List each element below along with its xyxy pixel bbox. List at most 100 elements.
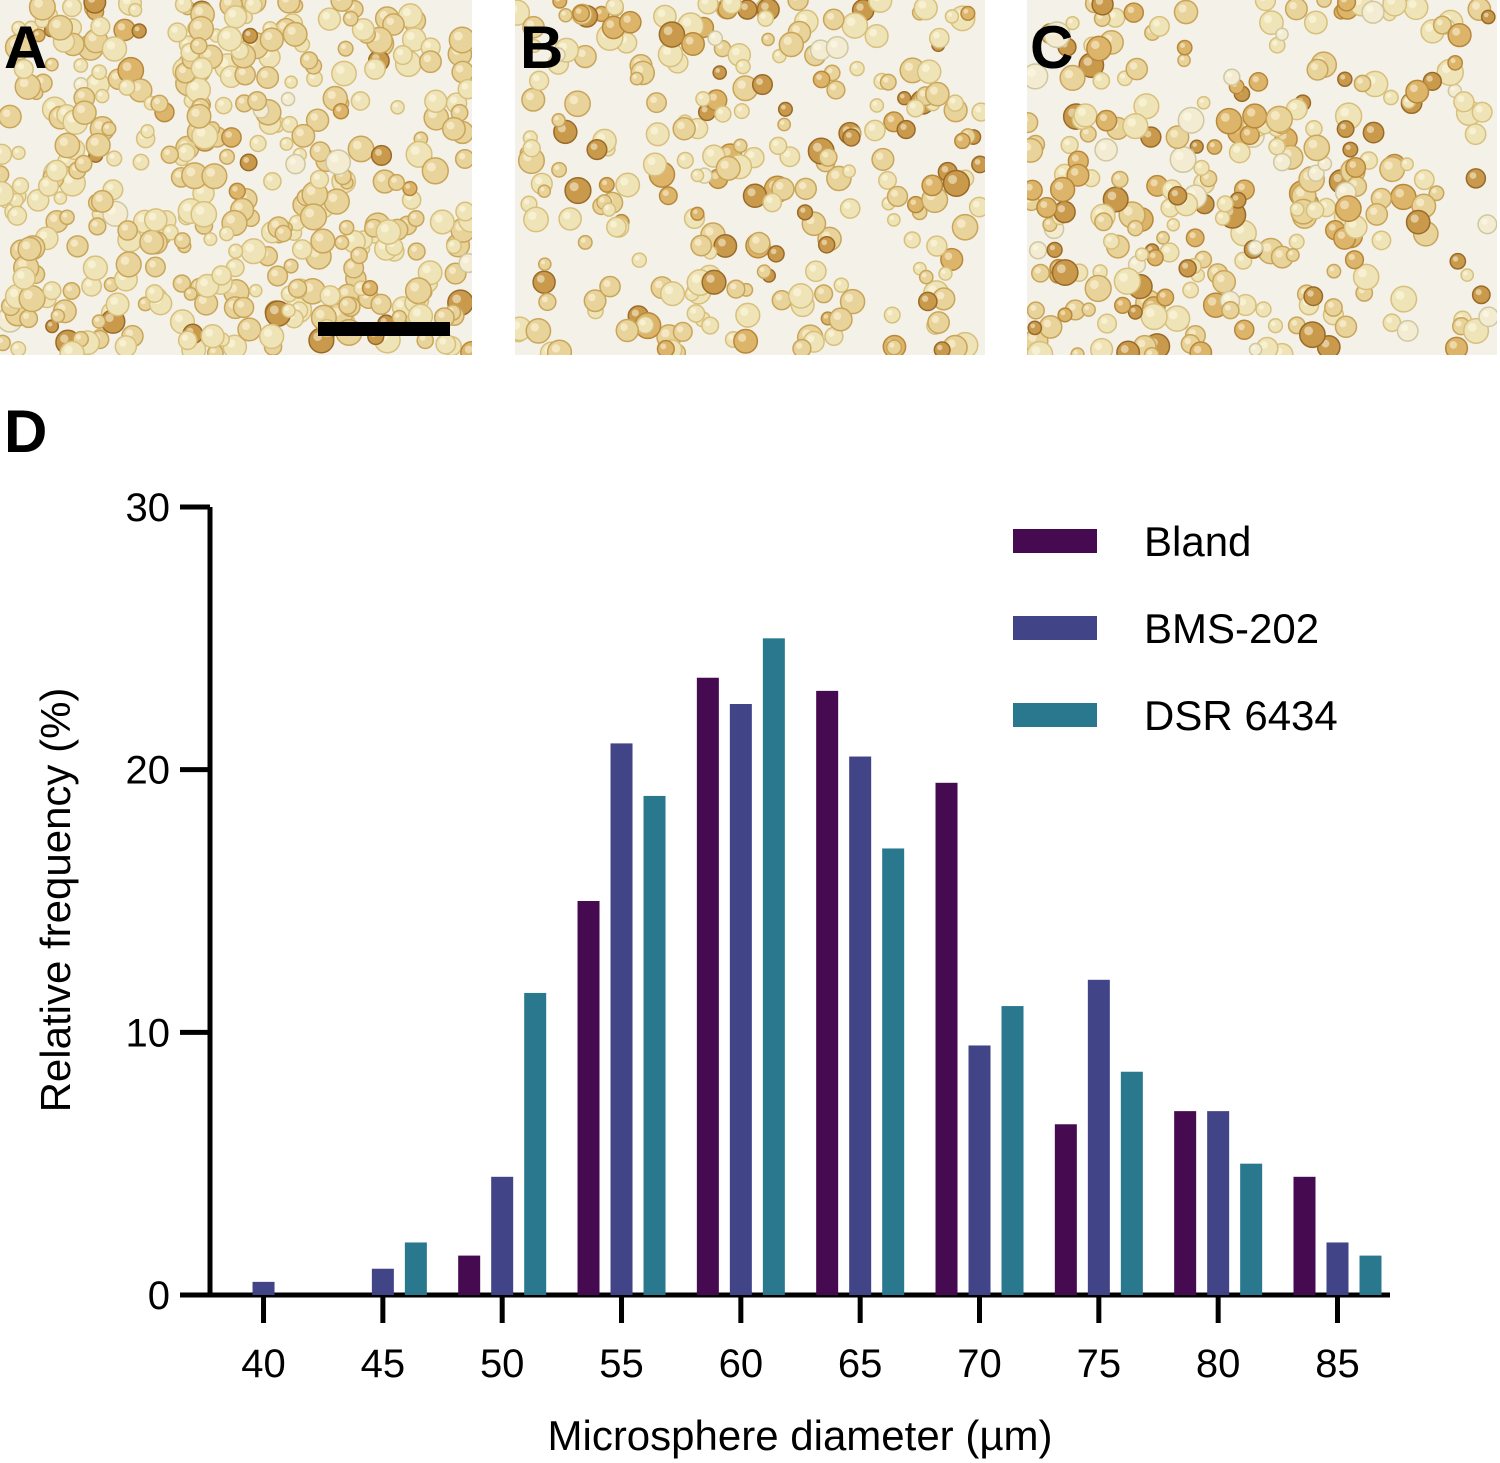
- sphere-highlight: [1308, 15, 1317, 24]
- sphere-highlight: [1363, 154, 1370, 161]
- sphere-highlight: [1027, 68, 1036, 78]
- sphere-highlight: [121, 224, 129, 231]
- sphere: [629, 71, 644, 86]
- sphere: [176, 143, 196, 163]
- sphere: [173, 232, 191, 250]
- x-tick-label: 65: [838, 1342, 883, 1386]
- sphere-highlight: [1455, 320, 1462, 327]
- sphere: [951, 213, 979, 241]
- sphere-highlight: [284, 119, 290, 125]
- sphere: [407, 209, 425, 228]
- sphere-highlight: [515, 4, 518, 13]
- sphere-highlight: [374, 297, 382, 305]
- sphere-highlight: [315, 309, 325, 319]
- sphere-highlight: [309, 73, 315, 80]
- sphere: [101, 121, 117, 137]
- sphere: [787, 283, 814, 309]
- sphere-highlight: [375, 149, 382, 156]
- sphere-highlight: [448, 266, 457, 275]
- sphere-highlight: [340, 43, 346, 49]
- sphere: [1206, 139, 1223, 155]
- sphere: [1057, 307, 1073, 323]
- sphere: [0, 334, 11, 352]
- bar: [1207, 1111, 1230, 1295]
- sphere-highlight: [228, 9, 237, 18]
- sphere-highlight: [1114, 174, 1121, 180]
- bar: [1293, 1176, 1316, 1295]
- sphere-highlight: [266, 175, 273, 182]
- sphere: [552, 0, 568, 9]
- bar: [1174, 1111, 1197, 1295]
- sphere-highlight: [140, 299, 146, 305]
- sphere-highlight: [178, 0, 185, 5]
- sphere-highlight: [176, 278, 183, 284]
- sphere-highlight: [121, 82, 128, 88]
- sphere: [1028, 241, 1048, 260]
- sphere-highlight: [603, 280, 611, 288]
- sphere-highlight: [650, 96, 658, 104]
- sphere-highlight: [919, 90, 927, 97]
- sphere-highlight: [1043, 319, 1052, 328]
- sphere-highlight: [631, 309, 639, 317]
- sphere: [927, 311, 950, 334]
- sphere-highlight: [941, 269, 946, 275]
- sphere-highlight: [845, 132, 852, 138]
- sphere: [968, 196, 985, 218]
- x-tick-label: 50: [480, 1342, 525, 1386]
- sphere-highlight: [1271, 141, 1278, 148]
- x-tick-label: 55: [599, 1342, 644, 1386]
- sphere-highlight: [1180, 42, 1186, 49]
- sphere: [448, 26, 472, 54]
- sphere: [676, 151, 694, 169]
- sphere: [1305, 200, 1325, 220]
- sphere: [1038, 315, 1063, 339]
- sphere-highlight: [177, 235, 183, 242]
- sphere-highlight: [1027, 116, 1029, 123]
- sphere-highlight: [915, 264, 921, 269]
- sphere-highlight: [783, 36, 792, 46]
- sphere-highlight: [881, 174, 888, 181]
- sphere: [1371, 230, 1392, 251]
- sphere-highlight: [1056, 264, 1066, 274]
- sphere-highlight: [336, 0, 342, 2]
- sphere: [751, 74, 774, 96]
- sphere: [1345, 157, 1367, 178]
- sphere-highlight: [1084, 305, 1090, 310]
- sphere: [1334, 315, 1358, 339]
- sphere-highlight: [206, 235, 211, 240]
- sphere: [695, 91, 711, 107]
- sphere: [404, 277, 432, 305]
- sphere-highlight: [182, 203, 192, 212]
- sphere: [1178, 259, 1197, 278]
- sphere-highlight: [1209, 142, 1215, 148]
- sphere-highlight: [1137, 250, 1143, 255]
- sphere-highlight: [354, 95, 361, 102]
- sphere-highlight: [1180, 56, 1185, 61]
- bar: [696, 677, 719, 1295]
- sphere: [331, 60, 357, 87]
- sphere-highlight: [13, 344, 19, 350]
- bar: [610, 743, 633, 1295]
- sphere-highlight: [237, 300, 245, 308]
- sphere-highlight: [947, 12, 953, 17]
- sphere: [523, 206, 549, 233]
- sphere-highlight: [9, 39, 19, 48]
- sphere-highlight: [225, 131, 232, 138]
- sphere: [258, 323, 285, 350]
- sphere: [1285, 248, 1300, 263]
- sphere: [47, 14, 74, 41]
- bar: [643, 795, 666, 1295]
- sphere: [586, 139, 608, 161]
- sphere: [1027, 340, 1054, 355]
- sphere-highlight: [49, 214, 58, 223]
- sphere-highlight: [122, 62, 132, 72]
- sphere: [924, 81, 950, 107]
- sphere-highlight: [46, 101, 56, 110]
- sphere-highlight: [347, 261, 355, 269]
- sphere-highlight: [78, 158, 84, 165]
- sphere: [249, 134, 267, 153]
- sphere-highlight: [1238, 183, 1245, 191]
- sphere-highlight: [1131, 259, 1138, 265]
- sphere-highlight: [282, 139, 287, 145]
- sphere: [1051, 259, 1079, 286]
